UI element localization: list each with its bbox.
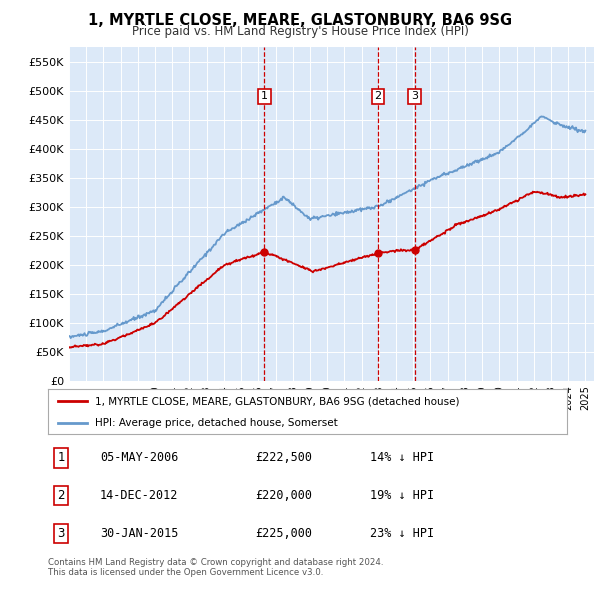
Text: 05-MAY-2006: 05-MAY-2006	[100, 451, 178, 464]
Text: 19% ↓ HPI: 19% ↓ HPI	[370, 489, 434, 502]
Text: 30-JAN-2015: 30-JAN-2015	[100, 527, 178, 540]
Text: £225,000: £225,000	[256, 527, 313, 540]
Text: 1: 1	[261, 91, 268, 101]
Text: Contains HM Land Registry data © Crown copyright and database right 2024.
This d: Contains HM Land Registry data © Crown c…	[48, 558, 383, 577]
Text: 1, MYRTLE CLOSE, MEARE, GLASTONBURY, BA6 9SG (detached house): 1, MYRTLE CLOSE, MEARE, GLASTONBURY, BA6…	[95, 396, 459, 407]
Text: £220,000: £220,000	[256, 489, 313, 502]
Text: 23% ↓ HPI: 23% ↓ HPI	[370, 527, 434, 540]
Text: £222,500: £222,500	[256, 451, 313, 464]
Text: 2: 2	[374, 91, 382, 101]
Text: 1, MYRTLE CLOSE, MEARE, GLASTONBURY, BA6 9SG: 1, MYRTLE CLOSE, MEARE, GLASTONBURY, BA6…	[88, 13, 512, 28]
Text: HPI: Average price, detached house, Somerset: HPI: Average price, detached house, Some…	[95, 418, 337, 428]
Text: 1: 1	[57, 451, 65, 464]
Text: Price paid vs. HM Land Registry's House Price Index (HPI): Price paid vs. HM Land Registry's House …	[131, 25, 469, 38]
Text: 3: 3	[57, 527, 65, 540]
Text: 14% ↓ HPI: 14% ↓ HPI	[370, 451, 434, 464]
Text: 14-DEC-2012: 14-DEC-2012	[100, 489, 178, 502]
Text: 3: 3	[411, 91, 418, 101]
Text: 2: 2	[57, 489, 65, 502]
